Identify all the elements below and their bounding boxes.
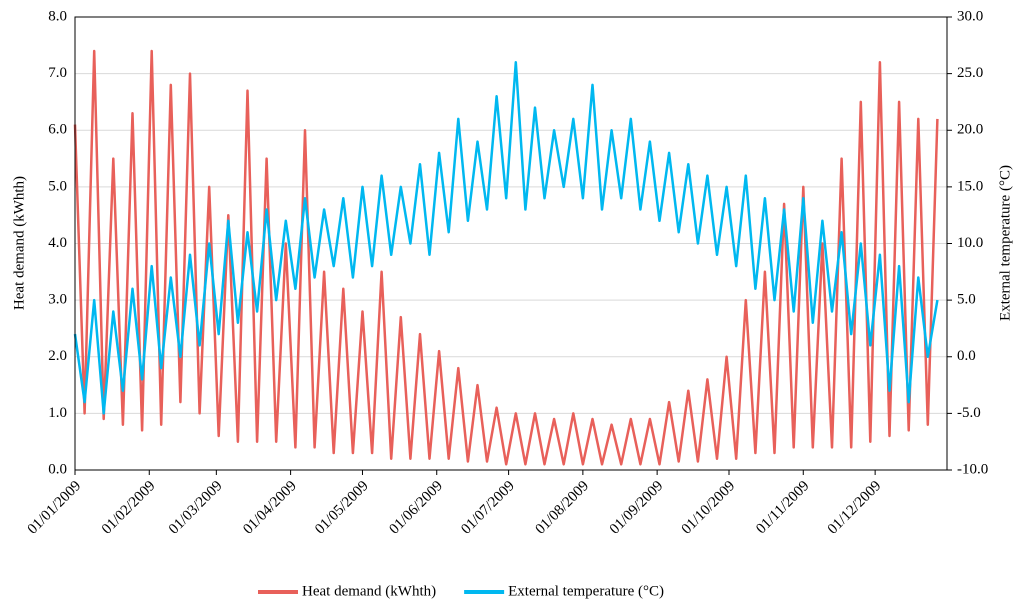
- y2-tick-label: -10.0: [957, 461, 988, 477]
- x-tick-label: 01/08/2009: [532, 478, 592, 538]
- x-tick-label: 01/09/2009: [607, 478, 667, 538]
- y-tick-label: 2.0: [48, 348, 67, 364]
- series-line: [73, 61, 939, 415]
- x-tick-label: 01/11/2009: [753, 478, 812, 537]
- y2-tick-label: 15.0: [957, 178, 983, 194]
- y-tick-label: 4.0: [48, 235, 67, 251]
- x-tick-label: 01/12/2009: [825, 478, 885, 538]
- x-tick-label: 01/07/2009: [458, 478, 518, 538]
- y2-tick-label: 30.0: [957, 8, 983, 24]
- x-tick-label: 01/10/2009: [679, 478, 739, 538]
- y-tick-label: 5.0: [48, 178, 67, 194]
- y2-tick-label: 25.0: [957, 65, 983, 81]
- y2-tick-label: 20.0: [957, 122, 983, 138]
- legend-label: External temperature (°C): [508, 583, 664, 599]
- y-axis-title: Heat demand (kWhth): [11, 176, 27, 310]
- y2-tick-label: -5.0: [957, 405, 981, 421]
- x-tick-label: 01/05/2009: [312, 478, 372, 538]
- y2-tick-label: 5.0: [957, 292, 976, 308]
- plot-frame: [74, 16, 948, 471]
- x-tick-label: 01/03/2009: [166, 478, 226, 538]
- x-tick-label: 01/02/2009: [99, 478, 159, 538]
- y-tick-label: 0.0: [48, 461, 67, 477]
- x-tick-label: 01/01/2009: [25, 478, 85, 538]
- y-tick-label: 6.0: [48, 122, 67, 138]
- y-tick-label: 8.0: [48, 8, 67, 24]
- y-tick-label: 7.0: [48, 65, 67, 81]
- y2-tick-label: 10.0: [957, 235, 983, 251]
- x-tick-label: 01/04/2009: [240, 478, 300, 538]
- y2-axis-title: External temperature (°C): [997, 165, 1013, 321]
- y-tick-label: 1.0: [48, 405, 67, 421]
- y-tick-label: 3.0: [48, 292, 67, 308]
- series-line: [73, 49, 939, 466]
- y2-tick-label: 0.0: [957, 348, 976, 364]
- legend-label: Heat demand (kWhth): [302, 583, 436, 599]
- x-tick-label: 01/06/2009: [386, 478, 446, 538]
